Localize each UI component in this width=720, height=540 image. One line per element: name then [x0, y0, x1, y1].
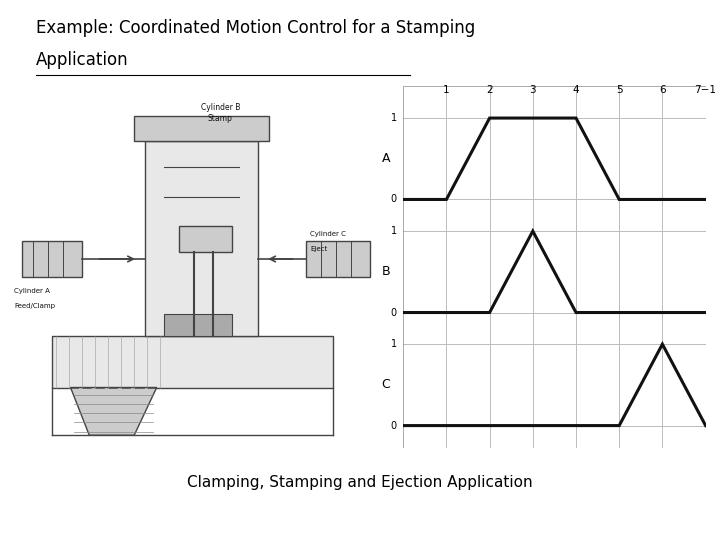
Text: Clamping, Stamping and Ejection Application: Clamping, Stamping and Ejection Applicat… [187, 475, 533, 490]
Text: Cylinder C: Cylinder C [310, 231, 346, 237]
Text: 1: 1 [443, 85, 450, 96]
Polygon shape [179, 226, 232, 252]
Text: A: A [382, 152, 390, 165]
Text: Application: Application [36, 51, 129, 69]
Polygon shape [52, 336, 333, 388]
Text: 5: 5 [616, 85, 623, 96]
Text: 6: 6 [659, 85, 666, 96]
Text: 4: 4 [572, 85, 580, 96]
Text: C: C [382, 379, 390, 392]
Text: 0: 0 [390, 421, 397, 430]
Text: Feed/Clamp: Feed/Clamp [14, 303, 55, 309]
Text: Cylinder A: Cylinder A [14, 288, 50, 294]
Text: Example: Coordinated Motion Control for a Stamping: Example: Coordinated Motion Control for … [36, 19, 475, 37]
Polygon shape [134, 116, 269, 141]
Polygon shape [71, 388, 157, 435]
Text: 0: 0 [390, 307, 397, 318]
Text: 0: 0 [390, 194, 397, 205]
Polygon shape [307, 241, 370, 278]
Text: 7−1: 7−1 [695, 85, 716, 96]
Text: 1: 1 [390, 226, 397, 236]
Text: B: B [382, 265, 390, 278]
Text: 3: 3 [529, 85, 536, 96]
Text: 1: 1 [390, 113, 397, 123]
Polygon shape [145, 141, 258, 336]
Text: Stamp: Stamp [208, 114, 233, 123]
Polygon shape [164, 314, 232, 336]
Text: 1: 1 [390, 339, 397, 349]
Polygon shape [22, 241, 82, 278]
Text: 2: 2 [486, 85, 493, 96]
Text: Cylinder B: Cylinder B [201, 103, 240, 112]
Text: Eject: Eject [310, 246, 328, 252]
